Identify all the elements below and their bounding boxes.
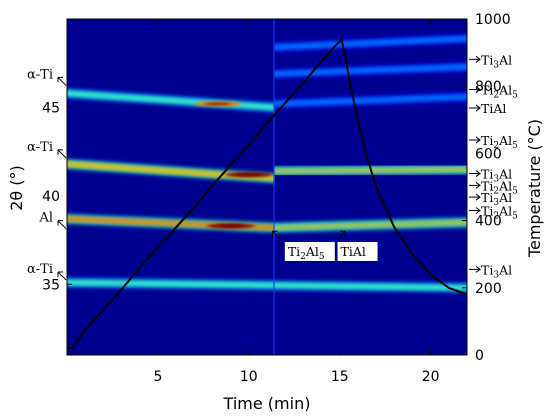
right-phase-annotations: Ti3AlTi2Al5TiAlTi2Al5Ti3AlTi2Al5Ti3AlTi2…	[469, 52, 518, 280]
left-annotation-2: Al	[38, 211, 53, 226]
right-annotation-arrow-2	[469, 104, 481, 112]
right-tick-label-2: 400	[475, 214, 502, 230]
right-annotation-arrow-8	[469, 265, 481, 273]
plot-frame	[66, 18, 468, 356]
right-annotation-6: Ti3Al	[481, 190, 512, 208]
right-tick-label-3: 600	[475, 146, 502, 162]
right-annotation-2: TiAl	[481, 101, 506, 116]
right-tick-label-1: 200	[475, 281, 502, 297]
temperature-line	[67, 37, 467, 350]
left-annotation-arrow-3	[57, 271, 67, 281]
right-annotation-arrow-7	[469, 207, 481, 214]
band-0-seg-0-layer-2	[67, 92, 275, 109]
left-axis-ticks: 35 40 45	[42, 100, 72, 293]
right-annotation-4: Ti3Al	[481, 167, 512, 185]
x-tick-label-0: 5	[153, 369, 162, 385]
inner-label-arrow-1	[337, 230, 346, 241]
x-axis-label: Time (min)	[223, 394, 311, 413]
band-6-seg-0-layer-2	[274, 95, 467, 105]
left-annotation-arrow-0	[57, 76, 67, 86]
plot-background	[67, 19, 467, 355]
hot-spots	[193, 101, 273, 229]
inner-label-arrow-0	[271, 230, 282, 241]
right-annotation-arrow-3	[469, 136, 481, 144]
right-axis-label: Temperature (°C)	[525, 119, 544, 258]
right-annotation-arrow-1	[469, 86, 481, 93]
left-axis-label: 2θ (°)	[7, 165, 26, 211]
right-annotation-7: Ti2Al5	[481, 204, 518, 222]
inner-label-box-0	[284, 241, 335, 261]
right-axis-ticks: 0 200 400 600 800 1000	[462, 12, 511, 364]
right-annotation-arrow-0	[469, 55, 481, 63]
x-tick-label-3: 20	[422, 369, 440, 385]
hot-spot-core-2	[216, 224, 245, 228]
band-3-seg-0-layer-2	[67, 281, 467, 289]
left-phase-annotations: α-Ti α-Ti Al α-Ti	[27, 67, 67, 281]
inner-label-box-1	[337, 241, 378, 261]
left-annotation-arrow-2	[57, 220, 67, 230]
left-annotation-arrow-1	[57, 149, 67, 159]
band-8-seg-0-layer-2	[274, 221, 467, 229]
right-annotation-0: Ti3Al	[481, 52, 512, 70]
left-tick-label-0: 35	[42, 277, 60, 293]
right-annotation-arrow-5	[469, 181, 481, 189]
x-tick-label-1: 10	[240, 369, 258, 385]
x-axis-ticks: 5 10 15 20	[153, 19, 440, 385]
inner-label-1: TiAl	[341, 244, 366, 259]
right-tick-label-5: 1000	[475, 12, 511, 28]
right-annotation-3: Ti2Al5	[481, 133, 518, 151]
inner-phase-annotations: Ti2Al5 TiAl	[271, 230, 378, 262]
left-annotation-3: α-Ti	[27, 262, 53, 277]
left-tick-label-2: 45	[42, 100, 60, 116]
left-annotation-1: α-Ti	[27, 140, 53, 155]
x-tick-label-2: 15	[331, 369, 349, 385]
right-annotation-5: Ti2Al5	[481, 178, 518, 196]
right-annotation-arrow-6	[469, 193, 481, 201]
band-5-seg-0-layer-2	[274, 65, 467, 75]
right-annotation-arrow-4	[469, 170, 481, 177]
hot-spot-core-1	[234, 173, 263, 177]
left-annotation-0: α-Ti	[27, 67, 53, 82]
right-tick-label-4: 800	[475, 79, 502, 95]
right-annotation-1: Ti2Al5	[481, 83, 518, 101]
right-tick-label-0: 0	[475, 348, 484, 364]
left-tick-label-1: 40	[42, 189, 60, 205]
hot-spot-core-0	[203, 102, 232, 106]
band-4-seg-0-layer-2	[274, 37, 467, 49]
right-annotation-8: Ti3Al	[481, 262, 512, 280]
inner-label-0: Ti2Al5	[288, 244, 325, 262]
